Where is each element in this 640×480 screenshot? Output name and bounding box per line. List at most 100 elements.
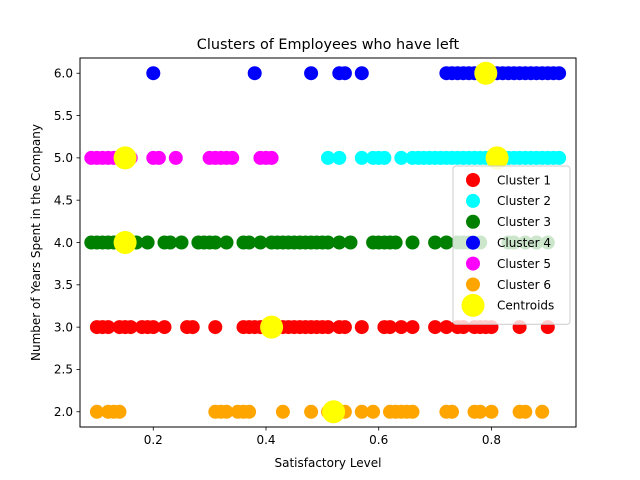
cluster-1-point bbox=[405, 320, 420, 335]
x-axis: 0.2 0.4 0.6 0.8 bbox=[144, 427, 501, 447]
centroid-point bbox=[260, 315, 284, 339]
cluster-1-point bbox=[157, 320, 172, 335]
legend-marker bbox=[466, 173, 480, 187]
cluster-2-point bbox=[552, 150, 567, 165]
centroid-point bbox=[474, 61, 498, 85]
cluster-6-point bbox=[219, 404, 234, 419]
cluster-6-point bbox=[304, 404, 319, 419]
cluster-3-point bbox=[163, 235, 178, 250]
points-layer bbox=[84, 61, 567, 424]
cluster-3-point bbox=[388, 235, 403, 250]
cluster-3-point bbox=[208, 235, 223, 250]
cluster-3-point bbox=[439, 235, 454, 250]
y-tick-label: 4.5 bbox=[54, 193, 73, 207]
legend-box bbox=[452, 165, 571, 325]
cluster-1-point bbox=[321, 320, 335, 335]
cluster-2-point bbox=[332, 150, 347, 165]
cluster-3-point bbox=[174, 235, 189, 250]
cluster-2-point bbox=[377, 150, 392, 165]
cluster-2-point bbox=[354, 150, 369, 165]
cluster-1-point bbox=[123, 320, 138, 335]
cluster-1-point bbox=[185, 320, 200, 335]
cluster-6-point bbox=[242, 404, 257, 419]
cluster-4-point bbox=[354, 66, 369, 81]
cluster-5-point bbox=[225, 150, 240, 165]
y-tick-label: 6.0 bbox=[54, 67, 73, 81]
x-tick-label: 0.2 bbox=[144, 433, 163, 447]
cluster-3-point bbox=[428, 235, 443, 250]
legend-label: Cluster 2 bbox=[497, 194, 551, 208]
legend-marker bbox=[466, 256, 480, 271]
cluster-1-point bbox=[337, 320, 352, 335]
cluster-6-point bbox=[445, 404, 459, 419]
cluster-1-point bbox=[383, 320, 397, 335]
legend-marker bbox=[466, 214, 480, 229]
x-axis-title: Satisfactory Level bbox=[274, 456, 381, 470]
cluster-3-point bbox=[140, 235, 155, 250]
legend-label: Cluster 1 bbox=[497, 173, 551, 187]
y-tick-label: 3.5 bbox=[54, 278, 73, 292]
legend-marker bbox=[461, 293, 485, 317]
cluster-4-point bbox=[146, 66, 161, 81]
cluster-1-point bbox=[439, 320, 454, 335]
y-tick-label: 5.5 bbox=[54, 109, 73, 123]
cluster-6-point bbox=[112, 404, 127, 419]
centroid-point bbox=[485, 146, 509, 170]
cluster-3-point bbox=[332, 235, 347, 250]
cluster-6-point bbox=[535, 404, 550, 419]
cluster-6-point bbox=[405, 404, 420, 419]
legend-label: Cluster 3 bbox=[497, 215, 551, 229]
cluster-2-point bbox=[394, 150, 409, 165]
cluster-6-point bbox=[354, 404, 369, 419]
cluster-4-point bbox=[337, 66, 352, 81]
legend-marker bbox=[466, 193, 480, 208]
y-axis-title: Number of Years Spent in the Company bbox=[29, 124, 43, 361]
cluster-4-point bbox=[304, 66, 319, 81]
cluster-1-point bbox=[354, 320, 369, 335]
legend-marker bbox=[466, 277, 480, 292]
cluster-6-point bbox=[275, 404, 290, 419]
cluster-3-point bbox=[343, 235, 358, 250]
cluster-1-point bbox=[146, 320, 161, 335]
centroid-point bbox=[113, 231, 137, 254]
cluster-1-point bbox=[101, 320, 116, 335]
y-tick-label: 4.0 bbox=[54, 236, 73, 250]
cluster-2-point bbox=[321, 150, 335, 165]
x-tick-label: 0.8 bbox=[482, 433, 501, 447]
legend-label: Cluster 4 bbox=[497, 236, 551, 250]
y-tick-label: 2.5 bbox=[54, 363, 73, 377]
legend-marker bbox=[466, 235, 480, 250]
legend-label: Cluster 6 bbox=[497, 278, 551, 292]
y-axis: 2.0 2.5 3.0 3.5 4.0 4.5 5.0 5.5 6.0 bbox=[54, 67, 80, 419]
cluster-3-point bbox=[321, 235, 335, 250]
cluster-3-point bbox=[242, 235, 257, 250]
centroid-point bbox=[322, 400, 346, 424]
y-tick-label: 3.0 bbox=[54, 320, 73, 334]
cluster-1-point bbox=[208, 320, 223, 335]
cluster-5-point bbox=[168, 150, 183, 165]
x-tick-label: 0.4 bbox=[256, 433, 275, 447]
cluster-3-point bbox=[405, 235, 420, 250]
legend: Cluster 1 Cluster 2 Cluster 3 Cluster 4 Clus… bbox=[452, 165, 571, 325]
cluster-6-point bbox=[518, 404, 533, 419]
cluster-1-point bbox=[428, 320, 443, 335]
cluster-6-point bbox=[484, 404, 499, 419]
y-tick-label: 2.0 bbox=[54, 405, 73, 419]
cluster-1-point bbox=[394, 320, 409, 335]
cluster-6-point bbox=[366, 404, 381, 419]
cluster-6-point bbox=[473, 404, 488, 419]
legend-label: Cluster 5 bbox=[497, 257, 551, 271]
cluster-3-point bbox=[253, 235, 268, 250]
cluster-6-point bbox=[89, 404, 104, 419]
chart-title: Clusters of Employees who have left bbox=[197, 37, 460, 53]
legend-label: Centroids bbox=[497, 299, 554, 313]
x-tick-label: 0.6 bbox=[369, 433, 388, 447]
cluster-5-point bbox=[151, 150, 166, 165]
cluster-5-point bbox=[264, 150, 279, 165]
cluster-3-point bbox=[219, 235, 234, 250]
centroid-point bbox=[113, 146, 137, 170]
cluster-4-point bbox=[247, 66, 262, 81]
y-tick-label: 5.0 bbox=[54, 151, 73, 165]
cluster-4-point bbox=[552, 66, 567, 81]
